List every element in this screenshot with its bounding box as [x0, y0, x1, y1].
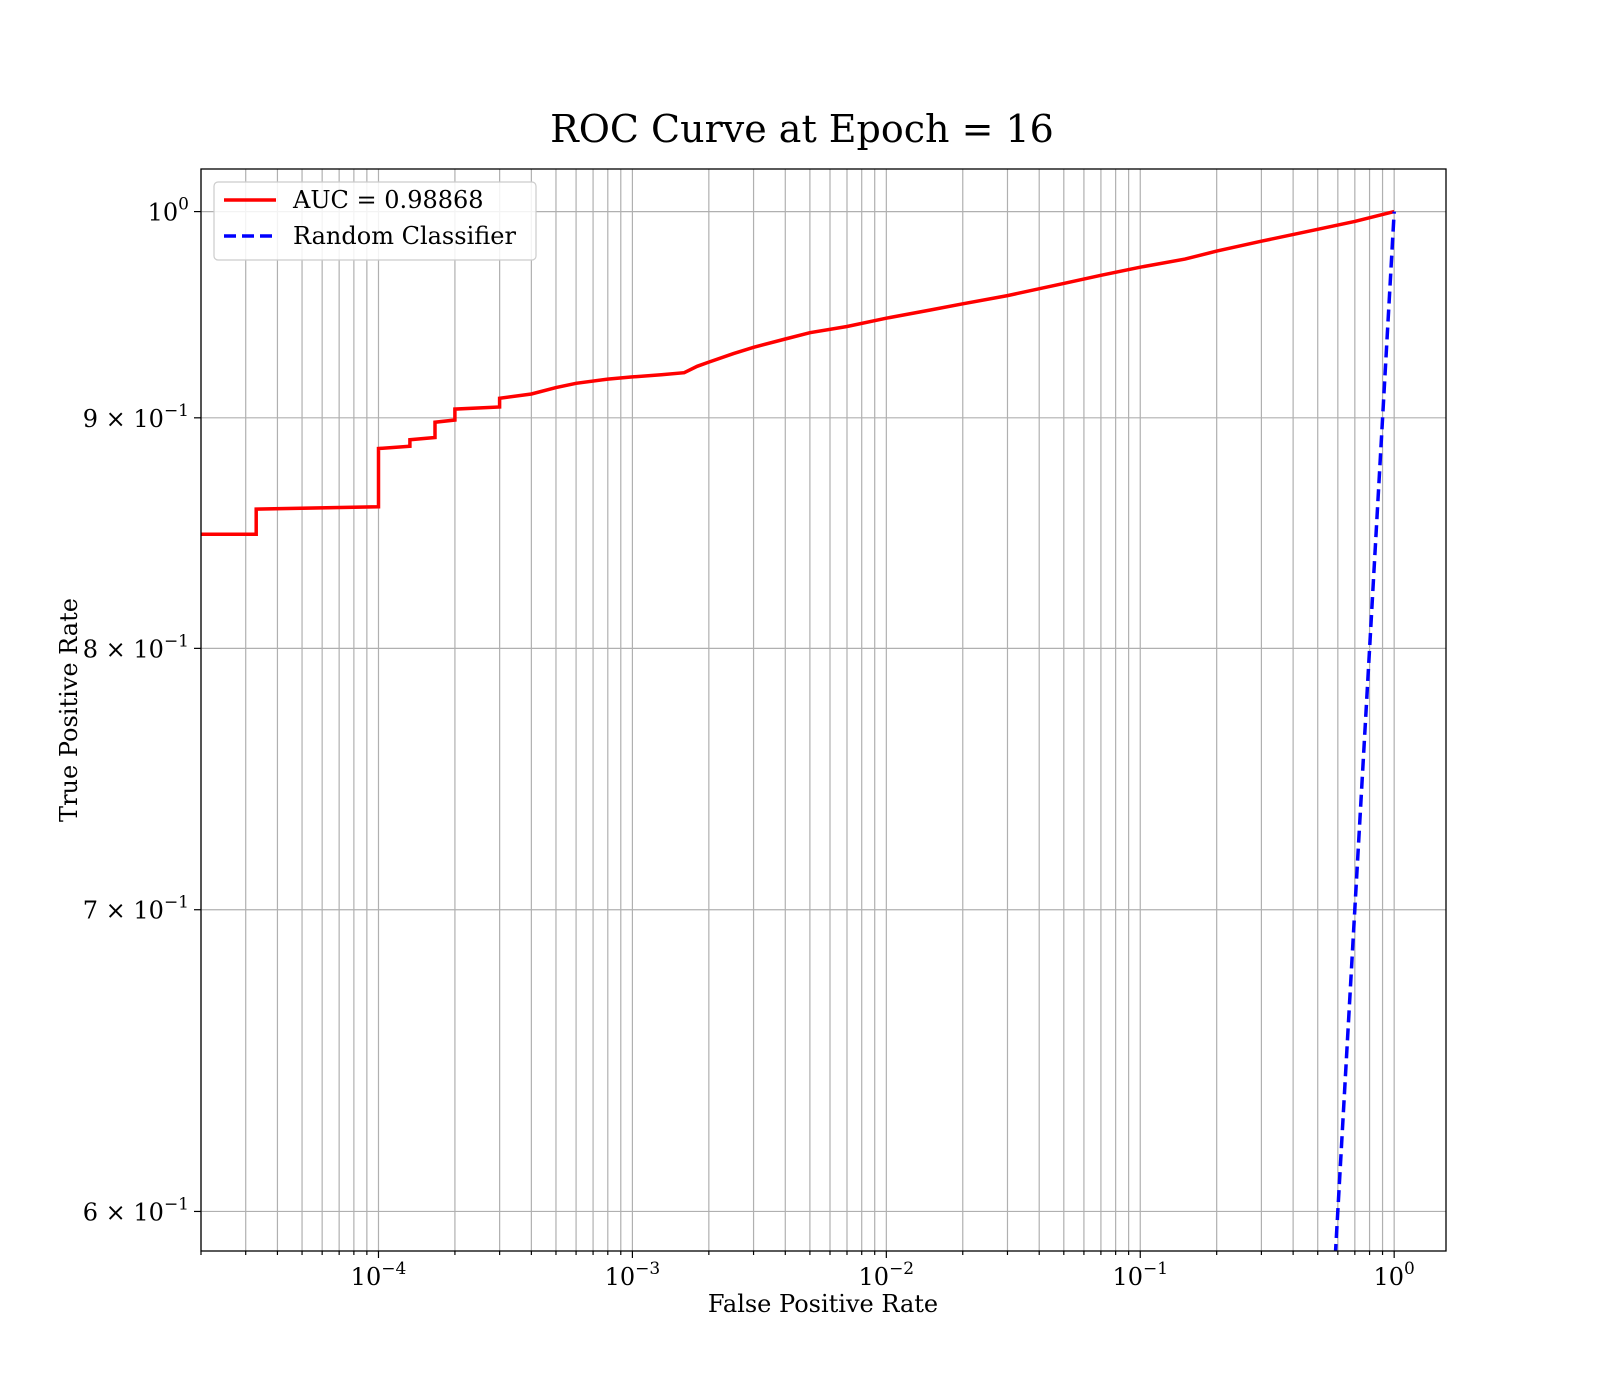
axis-ticks: 100 9 × 10−1 8 × 10−1 7 × 10−1 6 × 10−1 10−4 1…: [83, 195, 1415, 1291]
x-tick-label: 10−4: [351, 1259, 407, 1291]
x-tick-label: 100: [1373, 1259, 1414, 1291]
y-tick-label: 6 × 10−1: [83, 1194, 189, 1226]
random-classifier-line: [1333, 211, 1396, 1251]
y-tick-label: 100: [148, 195, 189, 227]
plot-frame: [200, 168, 1447, 1252]
x-tick-label: 10−2: [859, 1259, 915, 1291]
series-group: [201, 209, 1396, 1251]
legend-label-random: Random Classifier: [293, 222, 516, 250]
x-tick-label: 10−3: [605, 1259, 661, 1291]
x-tick-label: 10−1: [1112, 1259, 1168, 1291]
chart-title: ROC Curve at Epoch = 16: [550, 107, 1054, 151]
legend: AUC = 0.98868 Random Classifier: [213, 181, 537, 261]
legend-box: [213, 181, 537, 261]
y-tick-label: 9 × 10−1: [83, 401, 189, 433]
legend-label-auc: AUC = 0.98868: [292, 186, 484, 214]
y-tick-label: 8 × 10−1: [83, 631, 189, 663]
y-axis-label: True Positive Rate: [55, 598, 83, 822]
grid-lines: [200, 169, 1446, 1251]
roc-curve-line: [201, 209, 1395, 537]
y-tick-label: 7 × 10−1: [83, 893, 189, 925]
x-axis-label: False Positive Rate: [708, 1290, 938, 1318]
